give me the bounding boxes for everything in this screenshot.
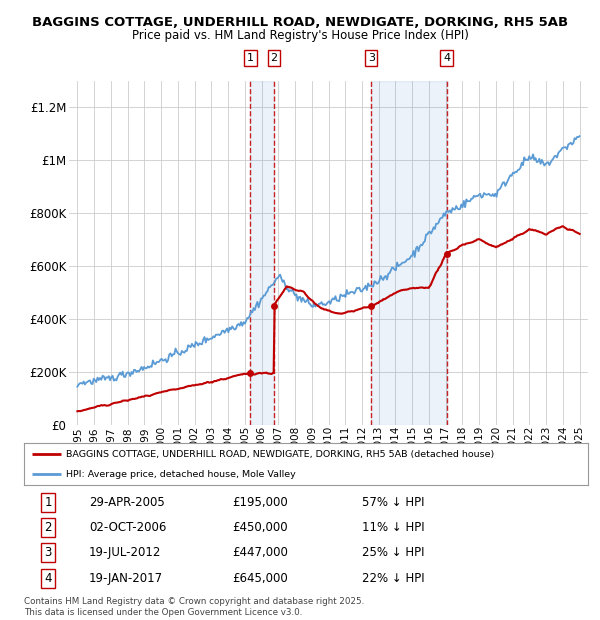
Bar <box>371 81 446 425</box>
Text: 25% ↓ HPI: 25% ↓ HPI <box>362 546 425 559</box>
Text: 1: 1 <box>247 53 254 63</box>
Bar <box>250 81 274 425</box>
Text: 3: 3 <box>368 53 374 63</box>
Text: BAGGINS COTTAGE, UNDERHILL ROAD, NEWDIGATE, DORKING, RH5 5AB (detached house): BAGGINS COTTAGE, UNDERHILL ROAD, NEWDIGA… <box>66 450 494 459</box>
Text: Price paid vs. HM Land Registry's House Price Index (HPI): Price paid vs. HM Land Registry's House … <box>131 29 469 42</box>
Text: 02-OCT-2006: 02-OCT-2006 <box>89 521 166 534</box>
Text: BAGGINS COTTAGE, UNDERHILL ROAD, NEWDIGATE, DORKING, RH5 5AB: BAGGINS COTTAGE, UNDERHILL ROAD, NEWDIGA… <box>32 16 568 29</box>
Text: 2: 2 <box>44 521 52 534</box>
Text: 2: 2 <box>271 53 278 63</box>
Text: 22% ↓ HPI: 22% ↓ HPI <box>362 572 425 585</box>
Text: £450,000: £450,000 <box>233 521 289 534</box>
Text: 4: 4 <box>44 572 52 585</box>
Text: 29-APR-2005: 29-APR-2005 <box>89 496 164 509</box>
Text: Contains HM Land Registry data © Crown copyright and database right 2025.
This d: Contains HM Land Registry data © Crown c… <box>24 598 364 617</box>
Text: 57% ↓ HPI: 57% ↓ HPI <box>362 496 425 509</box>
Text: 1: 1 <box>44 496 52 509</box>
Text: 19-JAN-2017: 19-JAN-2017 <box>89 572 163 585</box>
Text: 19-JUL-2012: 19-JUL-2012 <box>89 546 161 559</box>
Text: £195,000: £195,000 <box>233 496 289 509</box>
Text: HPI: Average price, detached house, Mole Valley: HPI: Average price, detached house, Mole… <box>66 470 296 479</box>
Text: £645,000: £645,000 <box>233 572 289 585</box>
Text: 4: 4 <box>443 53 450 63</box>
Text: 11% ↓ HPI: 11% ↓ HPI <box>362 521 425 534</box>
Text: £447,000: £447,000 <box>233 546 289 559</box>
Text: 3: 3 <box>44 546 52 559</box>
